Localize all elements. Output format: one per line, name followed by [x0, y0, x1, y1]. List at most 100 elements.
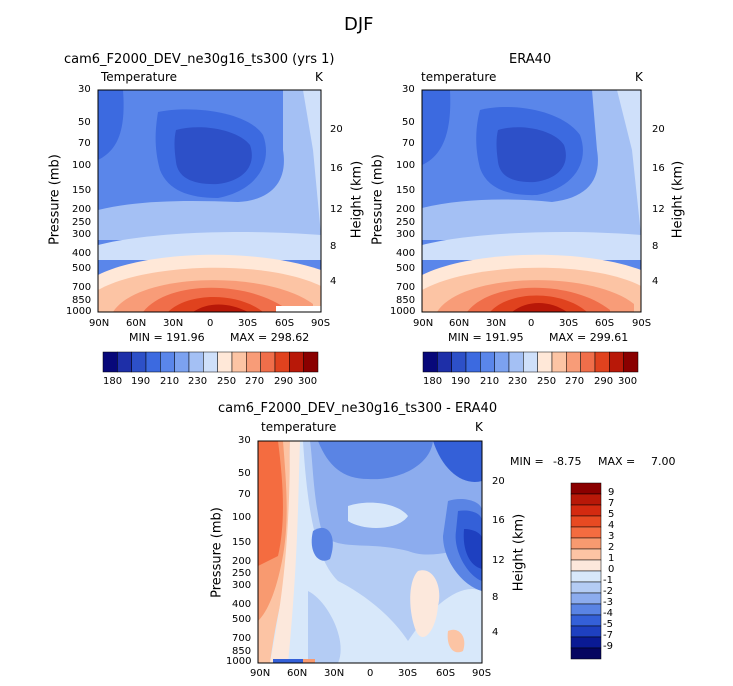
colorbar-swatch — [217, 351, 233, 373]
colorbar-swatch — [303, 351, 319, 373]
panel2-cb-290: 290 — [594, 376, 614, 387]
panel2-plot — [421, 89, 642, 313]
panel3-cool-spot — [311, 527, 333, 561]
panel3-subtitle: temperature — [261, 420, 337, 434]
panel3-max-value: 7.00 — [651, 455, 676, 468]
colorbar-swatch — [508, 351, 524, 373]
panel1-cb-230: 230 — [188, 376, 208, 387]
colorbar-swatch — [289, 351, 304, 373]
panel2-ytick-500: 500 — [396, 263, 416, 274]
panel1-xtick-30S: 30S — [238, 318, 258, 329]
panel3-bottom-strip-cool — [273, 659, 303, 663]
diff-colorbar-swatch — [570, 636, 602, 649]
panel1-band-upper-left — [98, 90, 124, 160]
panel3-rtick-16: 16 — [492, 515, 505, 526]
panel2-title: ERA40 — [509, 52, 552, 67]
diff-colorbar-label: 4 — [608, 520, 615, 531]
colorbar-swatch — [494, 351, 510, 373]
panel2-ytick-100: 100 — [396, 160, 416, 171]
panel1-cb-250: 250 — [217, 376, 237, 387]
panel3-ytick-1000: 1000 — [226, 656, 252, 667]
diff-colorbar-label: -7 — [603, 630, 613, 641]
colorbar-swatch — [160, 351, 175, 373]
panel2-xtick-90S: 90S — [632, 318, 652, 329]
panel1-frame — [97, 89, 322, 313]
panel1-cb-180: 180 — [103, 376, 123, 387]
colorbar-swatch — [174, 351, 190, 373]
panel1-cb-210: 210 — [160, 376, 180, 387]
panel1-ytick-700: 700 — [72, 282, 92, 293]
panel2-ytick-250: 250 — [396, 217, 416, 228]
panel2-cb-230: 230 — [508, 376, 528, 387]
panel2-ytick-50: 50 — [402, 117, 415, 128]
panel3-rtick-8: 8 — [492, 592, 499, 603]
panel1-warm5 — [168, 297, 263, 312]
panel1-ytick-250: 250 — [72, 217, 92, 228]
panel2-band-pale — [422, 90, 641, 260]
panel1-cb-290: 290 — [274, 376, 294, 387]
panel1-xtick-60N: 60N — [126, 318, 147, 329]
panel3-warm-spot-bottom-right — [447, 629, 465, 653]
panel1-cb-300: 300 — [298, 376, 318, 387]
panel1-ytick-400: 400 — [72, 248, 92, 259]
panel3-pale-blob — [348, 502, 408, 528]
diff-colorbar-swatch — [570, 526, 602, 539]
diff-colorbar-swatch — [570, 647, 602, 660]
panel1-max: MAX = 298.62 — [230, 331, 310, 344]
panel2-cb-300: 300 — [618, 376, 638, 387]
panel3-xtick-90N: 90N — [250, 668, 271, 679]
colorbar-swatch — [231, 351, 247, 373]
panel2-rtick-4: 4 — [652, 276, 659, 287]
panel1-band-light — [98, 90, 321, 240]
panel3-ytick-200: 200 — [232, 556, 252, 567]
diff-colorbar-label: -3 — [603, 597, 613, 608]
panel3-ytick-50: 50 — [238, 468, 251, 479]
panel2-cb-270: 270 — [565, 376, 585, 387]
panel1-cb-190: 190 — [131, 376, 151, 387]
panel2-ytick-200: 200 — [396, 204, 416, 215]
panel1-plot — [97, 89, 322, 313]
panel2-ytick-150: 150 — [396, 185, 416, 196]
panel2-rtick-16: 16 — [652, 163, 665, 174]
panel3-colorbar — [570, 482, 602, 660]
colorbar-swatch — [537, 351, 553, 373]
diff-colorbar-swatch — [570, 603, 602, 616]
panel2-ytick-1000: 1000 — [390, 306, 416, 317]
panel1-rtick-12: 12 — [330, 204, 343, 215]
panel3-frame — [257, 440, 483, 664]
diff-colorbar-label: -4 — [603, 608, 613, 619]
panel3-ytick-30: 30 — [238, 435, 251, 446]
panel3-title: cam6_F2000_DEV_ne30g16_ts300 - ERA40 — [218, 401, 498, 416]
panel2-ytick-70: 70 — [402, 138, 415, 149]
panel1-cold-inner — [174, 127, 252, 185]
colorbar-swatch — [131, 351, 147, 373]
panel3-xtick-90S: 90S — [472, 668, 492, 679]
panel3-bottom-strip-warm — [303, 659, 315, 663]
panel3-ytick-70: 70 — [238, 489, 251, 500]
panel3-rtick-4: 4 — [492, 627, 499, 638]
colorbar-swatch — [102, 351, 118, 373]
colorbar-swatch — [580, 351, 596, 373]
colorbar-swatch — [422, 351, 438, 373]
panel1-ytick-50: 50 — [78, 117, 91, 128]
panel3-xtick-30N: 30N — [324, 668, 345, 679]
panel2-ytick-850: 850 — [396, 295, 416, 306]
panel2-min: MIN = 191.95 — [448, 331, 524, 344]
panel2-band-upper-left — [422, 90, 451, 165]
panel2-ytick-700: 700 — [396, 282, 416, 293]
panel2-colorbar — [422, 351, 639, 373]
panel3-ytick-100: 100 — [232, 512, 252, 523]
colorbar-swatch — [274, 351, 290, 373]
panel3-ytick-300: 300 — [232, 580, 252, 591]
panel2-frame — [421, 89, 642, 313]
colorbar-swatch — [145, 351, 161, 373]
panel1-xtick-60S: 60S — [275, 318, 295, 329]
colorbar-swatch — [465, 351, 481, 373]
panel3-min-value: -8.75 — [553, 455, 582, 468]
panel2-units: K — [635, 70, 643, 84]
diff-colorbar-label: 7 — [608, 498, 615, 509]
panel3-ytick-250: 250 — [232, 568, 252, 579]
panel2-xtick-60N: 60N — [449, 318, 470, 329]
panel3-ytick-500: 500 — [232, 614, 252, 625]
panel2-xtick-30N: 30N — [486, 318, 507, 329]
